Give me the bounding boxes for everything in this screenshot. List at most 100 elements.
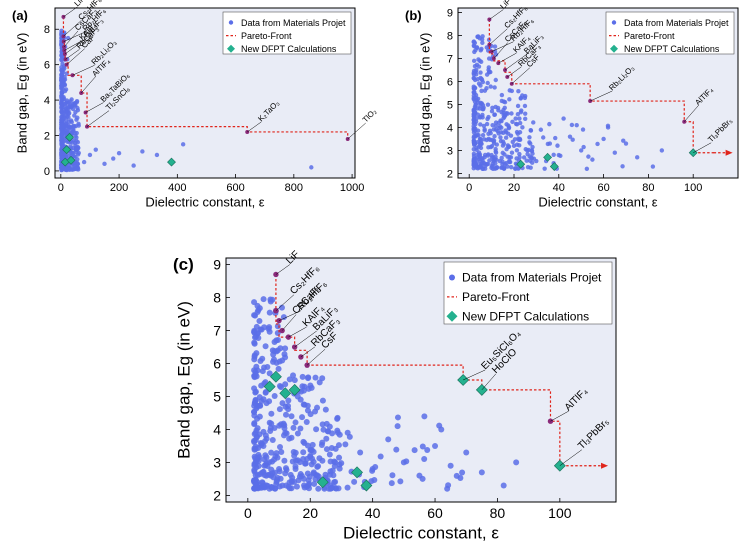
materials-point [269,437,276,444]
legend: Data from Materials Projet Pareto-Front Ne… [443,261,613,325]
label-leader [66,48,85,65]
materials-point [266,328,273,335]
label-leader [278,310,302,321]
dfpt-point [279,387,292,400]
label-leader [498,52,517,64]
pareto-front-line [275,274,592,467]
materials-point [67,126,72,131]
materials-point [323,435,330,442]
materials-point [307,382,314,389]
materials-point [281,425,288,432]
materials-point [93,147,98,152]
y-axis-label: Band gap, Eg (in eV) [417,33,432,154]
materials-point [503,135,509,140]
materials-point [478,70,483,75]
materials-point [569,122,575,128]
materials-point [332,478,339,485]
materials-point [478,136,483,142]
materials-point [251,439,258,446]
materials-point [523,111,528,116]
materials-point [312,374,319,381]
materials-point [538,127,544,132]
materials-point [595,141,600,147]
materials-point [258,382,265,389]
y-tick-label: 8 [447,30,453,42]
materials-point [268,410,275,417]
materials-point [303,483,310,490]
legend-box [443,261,613,325]
materials-point [523,116,528,122]
materials-point [481,123,487,129]
label-leader [684,105,699,122]
materials-point [492,44,498,49]
materials-point [61,131,66,136]
materials-point [488,144,493,150]
materials-point [140,149,145,154]
legend-marker-dfpt [227,44,235,53]
legend-marker-materials [228,20,234,25]
materials-point [421,455,428,462]
materials-point [59,76,64,82]
materials-point [62,82,67,87]
materials-point [517,143,522,148]
x-axis-label: Dielectric constant, ε [145,195,264,210]
materials-point [252,371,259,378]
pareto-point [285,334,292,340]
y-tick-label: 9 [213,256,221,272]
materials-point [483,163,488,168]
materials-point [473,162,479,167]
materials-point [102,161,107,167]
materials-point [527,135,532,140]
materials-point [311,480,318,487]
label-leader [294,330,317,348]
materials-point [301,401,308,408]
pareto-point [276,317,282,324]
label-leader [63,31,86,42]
materials-point [498,135,503,140]
dfpt-point [549,162,559,171]
label-leader [306,348,326,366]
materials-point [475,34,480,40]
materials-point [489,108,495,114]
materials-point [459,469,466,476]
data-layer [471,17,716,172]
materials-point [500,139,506,144]
label-leader [85,102,104,113]
materials-point [484,72,490,77]
materials-point [263,400,270,407]
materials-point [471,86,477,91]
materials-point [271,485,278,492]
materials-point [309,441,316,448]
materials-point [279,357,286,364]
materials-point [74,98,80,104]
materials-point [369,466,376,473]
materials-point [471,72,477,77]
chart-panel-3: (c) 0 20 40 60 80 100 2 3 4 5 6 7 8 9 Dielectric consta… [173,249,617,542]
materials-point [493,52,499,57]
dfpt-point [553,459,566,472]
materials-point [72,166,77,172]
chart-panel-1: (a) 0 200 400 600 800 1000 0 2 4 6 8 Dielectric cons… [12,0,378,210]
legend-marker-materials [611,20,617,25]
materials-point [70,150,75,155]
materials-point [419,443,426,450]
materials-point [263,454,270,461]
materials-point [509,111,514,116]
materials-point [271,356,278,363]
materials-point [389,472,396,479]
materials-point [623,141,629,146]
materials-point [261,364,268,371]
materials-point [261,324,268,331]
materials-point [59,28,64,34]
materials-point [293,483,300,490]
materials-point [294,393,301,400]
materials-point [416,472,423,479]
materials-point [510,119,515,125]
materials-point [253,363,260,370]
materials-point [547,121,552,127]
materials-point [500,150,505,156]
materials-point [481,137,487,142]
materials-point [254,308,261,315]
materials-point [471,75,476,81]
